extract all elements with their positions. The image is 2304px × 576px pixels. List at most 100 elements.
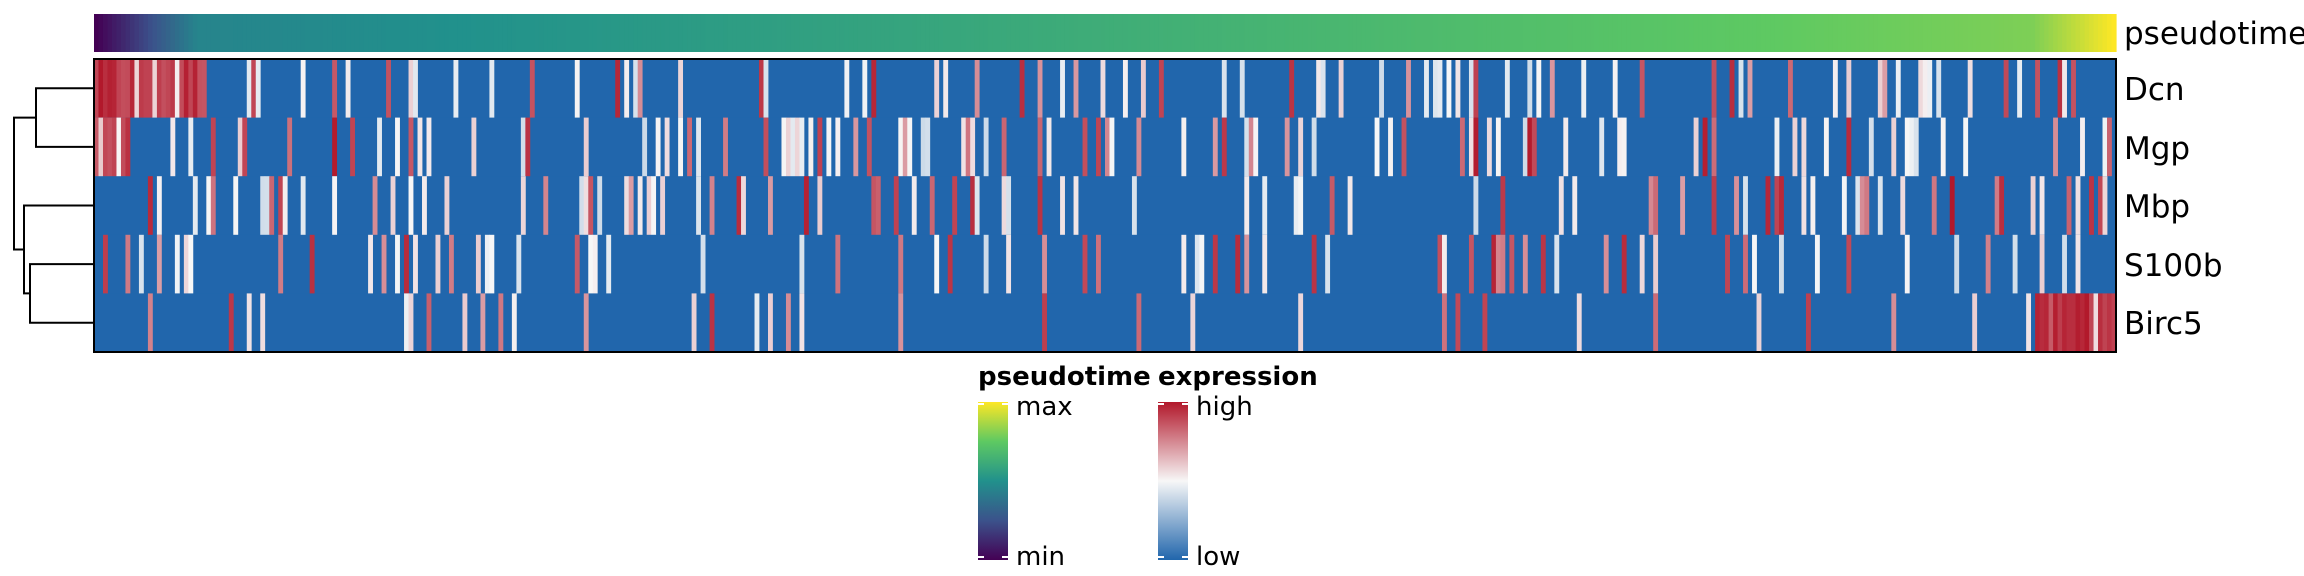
heatmap-cell — [1522, 117, 1528, 177]
pseudotime-cell — [1343, 14, 1349, 52]
pseudotime-cell — [610, 14, 616, 52]
heatmap-cell — [390, 176, 396, 236]
pseudotime-cell — [803, 14, 810, 52]
pseudotime-cell — [1936, 14, 1942, 52]
pseudotime-cell — [1621, 14, 1627, 52]
pseudotime-cell — [435, 14, 441, 52]
pseudotime-cell — [336, 14, 342, 52]
heatmap-cell — [1284, 117, 1290, 177]
pseudotime-cell — [794, 14, 801, 52]
pseudotime-cell — [219, 14, 225, 52]
heatmap-cell — [516, 234, 522, 294]
pseudotime-cell — [1383, 14, 1389, 52]
heatmap-cell — [1711, 176, 1717, 236]
pseudotime-cell — [943, 14, 949, 52]
pseudotime-cell — [1846, 14, 1852, 52]
heatmap-cell — [201, 59, 207, 119]
heatmap-cell — [1909, 117, 1915, 177]
heatmap-cell — [1621, 117, 1627, 177]
pseudotime-cell — [574, 14, 580, 52]
heatmap-cell — [1680, 176, 1686, 236]
heatmap-cell — [592, 234, 598, 294]
pseudotime-cell — [1558, 14, 1564, 52]
heatmap-cell — [1140, 59, 1146, 119]
heatmap-cell — [143, 59, 149, 119]
pseudotime-cell — [902, 14, 908, 52]
pseudotime-cell — [1482, 14, 1488, 52]
heatmap-cell — [947, 234, 953, 294]
pseudotime-cell — [1325, 14, 1331, 52]
pseudotime-cell — [2080, 14, 2086, 52]
pseudotime-cell — [278, 14, 284, 52]
pseudotime-annotation-bar — [94, 14, 2117, 52]
heatmap-cell — [1442, 293, 1447, 353]
heatmap-cell — [1455, 293, 1461, 353]
heatmap-cell — [696, 176, 701, 236]
pseudotime-cell — [714, 14, 720, 52]
pseudotime-cell — [332, 14, 338, 52]
pseudotime-cell — [983, 14, 989, 52]
heatmap-cell — [98, 117, 104, 177]
heatmap-cell — [2039, 234, 2045, 294]
heatmap-cell — [741, 176, 746, 236]
heatmap-cell — [1859, 176, 1865, 236]
heatmap-cell — [637, 59, 643, 119]
heatmap-cell — [794, 117, 800, 177]
pseudotime-cell — [1468, 14, 1475, 52]
pseudotime-cell — [2021, 14, 2027, 52]
pseudotime-cell — [1078, 14, 1084, 52]
heatmap-cell — [1913, 117, 1919, 177]
pseudotime-cell — [296, 14, 302, 52]
pseudotime-cell — [1855, 14, 1861, 52]
heatmap-cell — [408, 117, 414, 177]
heatmap-cell — [1603, 234, 1609, 294]
heatmap-cell — [498, 293, 504, 353]
heatmap-cell — [475, 234, 481, 294]
heatmap-cell — [462, 293, 468, 353]
pseudotime-cell — [1868, 14, 1874, 52]
heatmap-cell — [1653, 293, 1659, 353]
heatmap-cell — [2053, 293, 2058, 353]
pseudotime-cell — [2003, 14, 2009, 52]
pseudotime-cell — [1823, 14, 1830, 52]
heatmap-cell — [1073, 176, 1079, 236]
pseudotime-cell — [1585, 14, 1591, 52]
heatmap-cell — [1725, 234, 1730, 294]
heatmap-cell — [2075, 293, 2081, 353]
heatmap-cell — [1648, 176, 1654, 236]
pseudotime-cell — [224, 14, 230, 52]
heatmap-cell — [94, 117, 99, 177]
pseudotime-cell — [174, 14, 180, 52]
pseudotime-cell — [1639, 14, 1645, 52]
heatmap-cell — [165, 59, 171, 119]
heatmap-cell — [624, 59, 630, 119]
heatmap-cell — [826, 117, 832, 177]
heatmap-cell — [529, 59, 535, 119]
heatmap-cell — [251, 59, 257, 119]
heatmap-cell — [1096, 234, 1101, 294]
heatmap-cell — [1855, 176, 1861, 236]
heatmap-cell — [898, 234, 904, 294]
pseudotime-cell — [1648, 14, 1654, 52]
pseudotime-cell — [723, 14, 729, 52]
pseudotime-cell — [848, 14, 854, 52]
heatmap-cell — [1042, 234, 1047, 294]
heatmap-cell — [785, 293, 791, 353]
heatmap-cell — [1424, 59, 1429, 119]
heatmap-cell — [174, 59, 180, 119]
heatmap-cell — [395, 234, 400, 294]
pseudotime-cell — [1437, 14, 1443, 52]
pseudotime-cell — [511, 14, 517, 52]
pseudotime-cell — [1702, 14, 1708, 52]
pseudotime-cell — [772, 14, 778, 52]
heatmap-cell — [1100, 59, 1106, 119]
heatmap-cell — [309, 234, 315, 294]
heatmap-cell — [1289, 59, 1295, 119]
pseudotime-cell — [1841, 14, 1847, 52]
pseudotime-cell — [1428, 14, 1434, 52]
heatmap-cell — [723, 117, 728, 177]
pseudotime-cell — [1756, 14, 1762, 52]
pseudotime-cell — [2084, 14, 2090, 52]
heatmap-cell — [871, 59, 877, 119]
heatmap-cell — [1801, 176, 1807, 236]
